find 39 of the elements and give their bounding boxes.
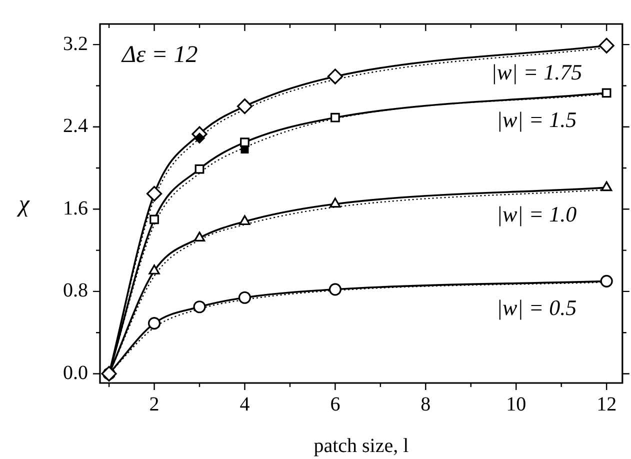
point	[238, 291, 252, 304]
legend-label: |w| = 1.5	[496, 106, 577, 132]
point	[598, 38, 614, 54]
point	[240, 138, 250, 147]
y-tick-label: 2.4	[63, 115, 88, 138]
x-axis-title: patch size, l	[314, 435, 410, 457]
point	[194, 132, 205, 144]
y-axis-title: χ	[16, 192, 31, 218]
point	[148, 264, 160, 274]
point	[600, 274, 613, 288]
point	[194, 232, 206, 242]
series-label: |w| = 0.5	[496, 295, 577, 320]
annotation: Δε = 12	[121, 42, 198, 68]
point	[101, 366, 117, 382]
text: 0.0	[63, 362, 88, 384]
point	[194, 164, 204, 174]
point	[193, 300, 206, 314]
point	[601, 181, 612, 192]
legend-label: |w| = 1.75	[491, 60, 582, 85]
y-tick-label: 3.2	[63, 32, 88, 55]
point	[330, 112, 340, 122]
point	[150, 214, 159, 224]
point	[328, 283, 342, 296]
point	[239, 215, 250, 226]
x-tick-label: 10	[506, 393, 526, 416]
point	[327, 68, 343, 84]
point	[330, 198, 341, 208]
point	[146, 186, 162, 202]
x-tick-label: 8	[420, 393, 431, 416]
x-tick-label: 6	[330, 393, 340, 416]
point	[148, 317, 161, 330]
y-tick-label: 0.8	[63, 280, 88, 302]
y-tick-label: 1.6	[63, 197, 88, 220]
x-tick-label: 12	[596, 393, 617, 416]
point	[602, 88, 612, 98]
legend-label: |w| = 1.0	[496, 202, 577, 227]
x-tick-label: 2	[149, 393, 160, 416]
x-tick-label: 4	[240, 393, 250, 416]
point	[236, 98, 253, 114]
